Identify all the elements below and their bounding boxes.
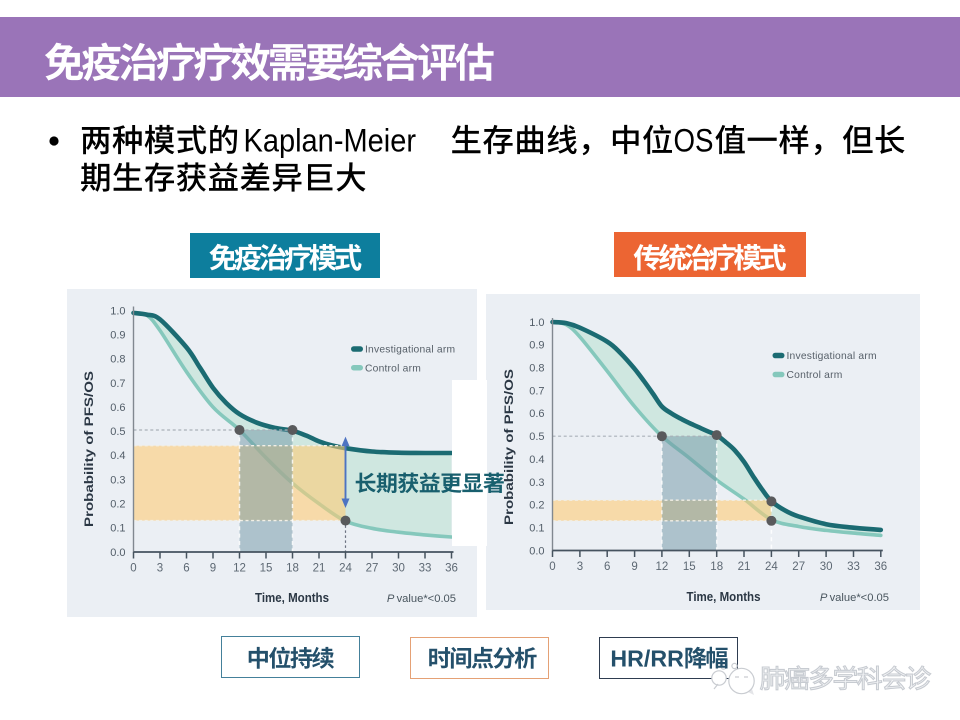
- svg-text:15: 15: [683, 561, 696, 573]
- svg-text:0.6: 0.6: [110, 402, 125, 414]
- svg-text:0.9: 0.9: [529, 340, 544, 352]
- svg-text:0.3: 0.3: [110, 474, 125, 486]
- svg-text:18: 18: [286, 563, 299, 575]
- svg-text:Time, Months: Time, Months: [687, 589, 761, 604]
- svg-text:Investigational arm: Investigational arm: [787, 351, 877, 362]
- svg-text:0.0: 0.0: [529, 545, 544, 557]
- svg-text:1.0: 1.0: [110, 305, 125, 317]
- svg-text:0.4: 0.4: [529, 454, 544, 466]
- svg-text:27: 27: [366, 563, 379, 575]
- svg-text:0.4: 0.4: [110, 450, 125, 462]
- svg-text:9: 9: [210, 563, 216, 575]
- svg-text:33: 33: [847, 561, 860, 573]
- svg-text:Time, Months: Time, Months: [255, 590, 329, 605]
- svg-text:OS: OS: [674, 123, 714, 159]
- svg-text:1.0: 1.0: [529, 317, 544, 329]
- svg-text:27: 27: [792, 561, 805, 573]
- svg-text:0.5: 0.5: [529, 431, 544, 443]
- svg-text:0.3: 0.3: [529, 477, 544, 489]
- svg-text:0.9: 0.9: [110, 330, 125, 342]
- svg-text:0.2: 0.2: [529, 500, 544, 512]
- svg-text:24: 24: [765, 561, 778, 573]
- svg-text:Investigational arm: Investigational arm: [365, 345, 455, 356]
- svg-text:0.6: 0.6: [529, 408, 544, 420]
- svg-text:36: 36: [874, 561, 887, 573]
- svg-text:0: 0: [130, 563, 136, 575]
- svg-text:21: 21: [313, 563, 326, 575]
- svg-text:P value*<0.05: P value*<0.05: [820, 592, 889, 604]
- svg-text:Control arm: Control arm: [365, 363, 421, 374]
- svg-text:24: 24: [339, 563, 352, 575]
- svg-text:6: 6: [604, 561, 610, 573]
- svg-text:0.2: 0.2: [110, 499, 125, 511]
- svg-text:30: 30: [820, 561, 833, 573]
- svg-text:Kaplan-Meier: Kaplan-Meier: [244, 123, 417, 159]
- svg-text:0.8: 0.8: [529, 363, 544, 375]
- svg-text:30: 30: [392, 563, 405, 575]
- svg-text:0.1: 0.1: [529, 523, 544, 535]
- svg-text:18: 18: [710, 561, 723, 573]
- svg-text:0.7: 0.7: [110, 378, 125, 390]
- svg-text:12: 12: [233, 563, 246, 575]
- svg-text:9: 9: [631, 561, 637, 573]
- svg-text:0.8: 0.8: [110, 354, 125, 366]
- svg-text:3: 3: [157, 563, 163, 575]
- svg-text:33: 33: [419, 563, 432, 575]
- svg-text:0: 0: [549, 561, 555, 573]
- svg-text:Probability of PFS/OS: Probability of PFS/OS: [82, 371, 96, 527]
- svg-text:12: 12: [656, 561, 669, 573]
- svg-text:0.0: 0.0: [110, 547, 125, 559]
- svg-text:Probability of PFS/OS: Probability of PFS/OS: [502, 369, 516, 525]
- svg-text:P value*<0.05: P value*<0.05: [387, 593, 456, 605]
- svg-text:HR/RR: HR/RR: [610, 646, 684, 672]
- svg-text:6: 6: [183, 563, 189, 575]
- svg-text:21: 21: [738, 561, 751, 573]
- svg-text:0.7: 0.7: [529, 385, 544, 397]
- svg-text:0.5: 0.5: [110, 426, 125, 438]
- svg-text:36: 36: [445, 563, 458, 575]
- svg-text:15: 15: [260, 563, 273, 575]
- svg-text:Control arm: Control arm: [787, 370, 843, 381]
- svg-text:0.1: 0.1: [110, 523, 125, 535]
- svg-text:3: 3: [577, 561, 583, 573]
